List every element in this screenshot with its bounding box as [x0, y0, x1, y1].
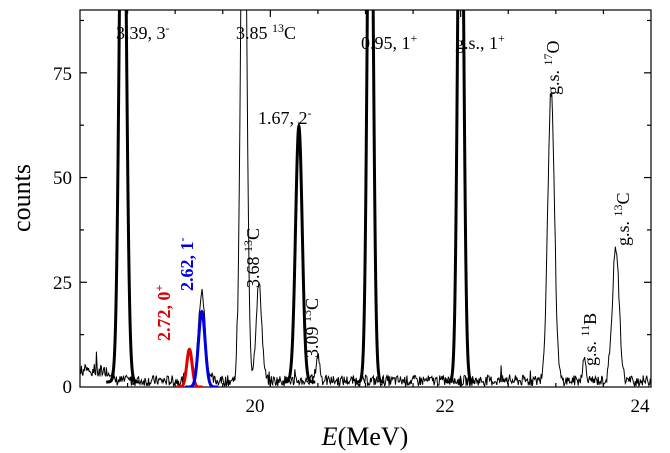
fit-curve-1 [185, 309, 219, 387]
label-1.67: 1.67, 2- [258, 106, 312, 128]
tick-layer [80, 10, 651, 387]
x-tick-label-22: 22 [436, 396, 455, 417]
label-gs-11B: g.s. 11B [578, 313, 600, 366]
fit-layer [176, 309, 219, 387]
peak-21.05 [355, 10, 385, 384]
label-2.72-0plus: 2.72, 0+ [152, 285, 174, 342]
label-3.85-13C: 3.85 13C [236, 21, 296, 43]
label-0.95: 0.95, 1+ [361, 31, 418, 53]
y-tick-label-75: 75 [53, 64, 72, 85]
x-axis-title: E(MeV) [321, 422, 409, 451]
y-tick-label-25: 25 [53, 273, 72, 294]
peak-18.45 [106, 10, 140, 384]
label-3.68-13C: 3.68 13C [241, 228, 263, 288]
y-tick-label-0: 0 [63, 377, 73, 398]
fit-curve-0 [176, 347, 203, 387]
y-tick-label-50: 50 [53, 168, 72, 189]
x-tick-label-24: 24 [631, 396, 651, 417]
spectrum-layer [80, 10, 651, 387]
peak-20.3 [282, 121, 316, 384]
x-tick-label-20: 20 [246, 396, 265, 417]
label-gs-1plus: g.s., 1+ [455, 31, 505, 53]
label-2.62-1minus: 2.62, 1- [175, 238, 197, 292]
y-axis-title: counts [7, 164, 36, 232]
spectrum-line [80, 10, 651, 387]
label-gs-17O: g.s. 17O [541, 40, 563, 95]
label-3.09-13C: 3.09 13C [300, 298, 322, 358]
label-gs-13C: g.s. 13C [611, 192, 633, 246]
label-3.39: 3.39, 3- [116, 21, 170, 43]
peak-22 [446, 10, 475, 384]
